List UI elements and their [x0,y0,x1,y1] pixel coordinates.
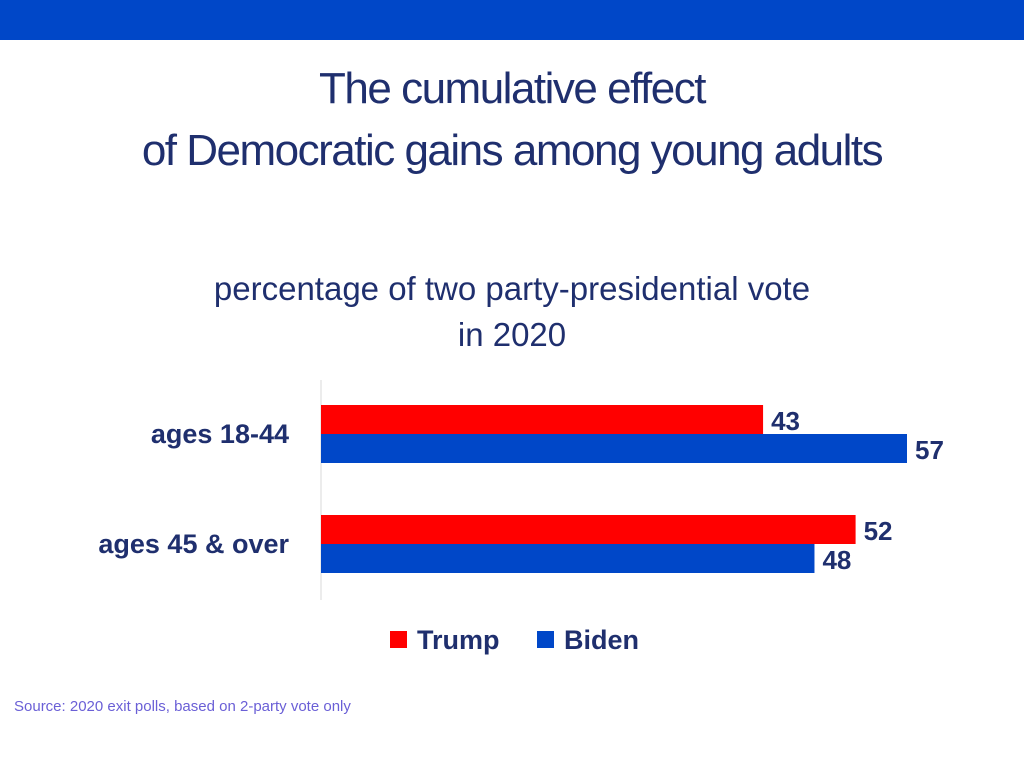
legend-swatch-biden [537,631,554,648]
chart-subtitle: percentage of two party-presidential vot… [0,266,1024,358]
subtitle-line-2: in 2020 [457,316,567,353]
data-label-biden-1: 48 [822,545,851,575]
subtitle-line-1: percentage of two party-presidential vot… [213,270,811,307]
source-note: Source: 2020 exit polls, based on 2-part… [14,698,351,715]
data-label-trump-1: 52 [864,516,893,546]
title-line-2: of Democratic gains among young adults [141,126,884,175]
top-banner-bar [0,0,1024,40]
bar-chart: ages 18-44 43 57 ages 45 & over 52 48 Trump Bid… [98,380,944,655]
legend-label-trump: Trump [417,625,500,655]
data-label-biden-0: 57 [915,435,944,465]
data-label-trump-0: 43 [771,406,800,436]
bar-biden-0 [321,434,907,463]
page-title: The cumulative effect of Democratic gain… [0,58,1024,182]
legend-label-biden: Biden [564,625,639,655]
bar-trump-1 [321,515,856,544]
category-label-0: ages 18-44 [151,419,289,449]
category-label-1: ages 45 & over [98,529,289,559]
legend-swatch-trump [390,631,407,648]
title-line-1: The cumulative effect [319,64,706,113]
bar-biden-1 [321,544,815,573]
bar-trump-0 [321,405,764,434]
